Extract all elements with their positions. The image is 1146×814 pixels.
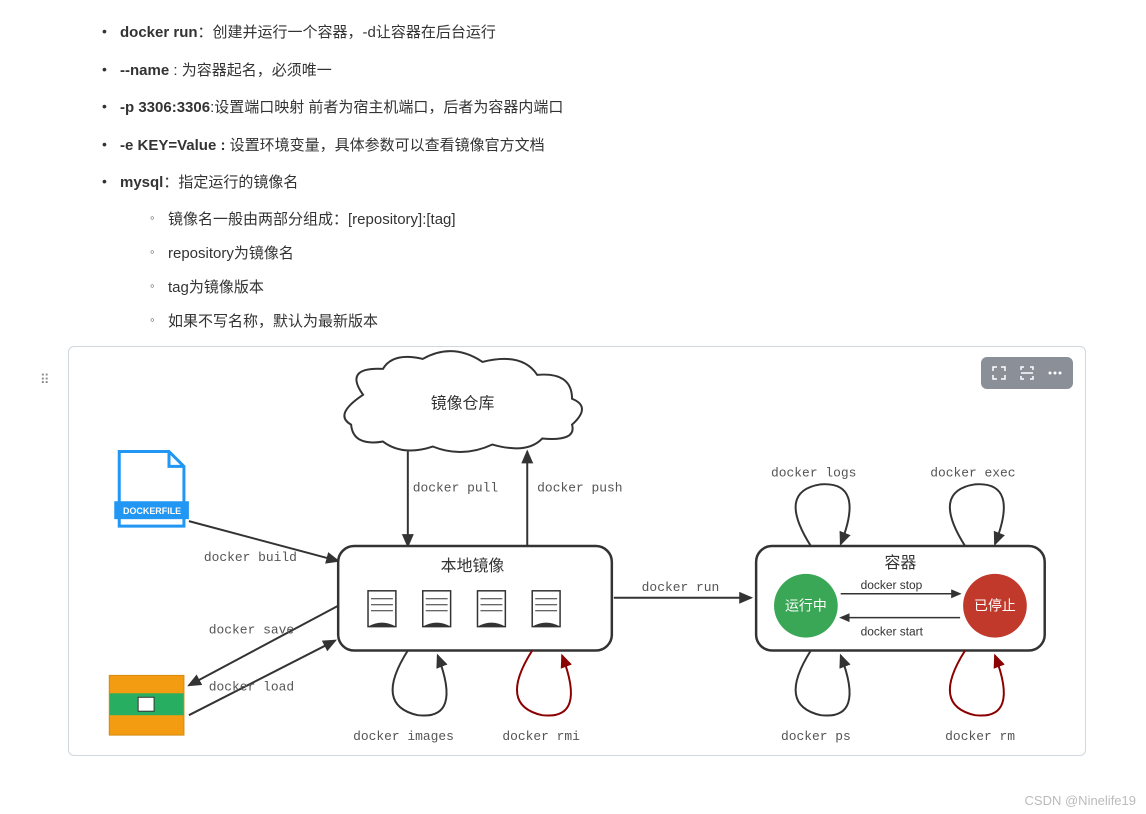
item-text: : 为容器起名，必须唯一 bbox=[169, 62, 332, 79]
list-item: -e KEY=Value : 设置环境变量，具体参数可以查看镜像官方文档 bbox=[100, 133, 1086, 159]
exec-loop bbox=[950, 484, 1004, 546]
logs-label: docker logs bbox=[771, 465, 856, 480]
pull-label: docker pull bbox=[413, 480, 499, 495]
save-arrow bbox=[189, 605, 338, 685]
run-label: docker run bbox=[642, 579, 720, 594]
more-icon[interactable] bbox=[1044, 362, 1066, 384]
item-text: 设置环境变量，具体参数可以查看镜像官方文档 bbox=[230, 137, 545, 154]
dockerfile-label: DOCKERFILE bbox=[123, 506, 181, 516]
start-label: docker start bbox=[861, 624, 924, 638]
save-label: docker save bbox=[209, 622, 294, 637]
bold-term: -e KEY=Value : bbox=[120, 137, 230, 154]
sub-item: repository为镜像名 bbox=[148, 242, 1086, 266]
local-images-node: 本地镜像 bbox=[338, 546, 612, 650]
ps-loop bbox=[796, 650, 850, 715]
diagram-toolbar bbox=[981, 357, 1073, 389]
stop-label: docker stop bbox=[861, 577, 923, 591]
rm-loop bbox=[950, 650, 1004, 715]
item-text: ：创建并运行一个容器，-d让容器在后台运行 bbox=[198, 24, 496, 41]
list-item: -p 3306:3306:设置端口映射 前者为宿主机端口，后者为容器内端口 bbox=[100, 95, 1086, 121]
container-node: 容器 运行中 已停止 docker stop docker start bbox=[756, 546, 1045, 650]
docker-diagram: 镜像仓库 docker pull docker push DOCKERFILE … bbox=[69, 347, 1085, 755]
item-text: :设置端口映射 前者为宿主机端口，后者为容器内端口 bbox=[210, 99, 563, 116]
rmi-label: docker rmi bbox=[502, 729, 580, 744]
main-list: docker run：创建并运行一个容器，-d让容器在后台运行 --name :… bbox=[100, 20, 1086, 334]
bold-term: mysql bbox=[120, 174, 163, 191]
watermark: CSDN @Ninelife19 bbox=[1025, 793, 1136, 808]
rmi-loop bbox=[517, 650, 571, 715]
bullet-content: docker run：创建并运行一个容器，-d让容器在后台运行 --name :… bbox=[0, 0, 1146, 334]
container-label: 容器 bbox=[885, 553, 917, 571]
bold-term: --name bbox=[120, 62, 169, 79]
images-loop bbox=[393, 650, 447, 715]
archive-icon bbox=[109, 675, 184, 735]
local-label: 本地镜像 bbox=[441, 555, 505, 574]
list-item: --name : 为容器起名，必须唯一 bbox=[100, 58, 1086, 84]
load-arrow bbox=[189, 640, 335, 715]
push-label: docker push bbox=[537, 480, 622, 495]
drag-handle-icon[interactable]: ⠿ bbox=[40, 372, 51, 388]
bold-term: -p 3306:3306 bbox=[120, 99, 210, 116]
images-label: docker images bbox=[353, 729, 454, 744]
build-label: docker build bbox=[204, 549, 297, 564]
sub-item: tag为镜像版本 bbox=[148, 276, 1086, 300]
scan-icon[interactable] bbox=[1016, 362, 1038, 384]
diagram-container: 镜像仓库 docker pull docker push DOCKERFILE … bbox=[68, 346, 1086, 756]
exec-label: docker exec bbox=[930, 465, 1015, 480]
fullscreen-icon[interactable] bbox=[988, 362, 1010, 384]
cloud-label: 镜像仓库 bbox=[431, 393, 495, 412]
ps-label: docker ps bbox=[781, 729, 851, 744]
running-label: 运行中 bbox=[785, 598, 827, 614]
item-text: ：指定运行的镜像名 bbox=[163, 174, 298, 191]
sub-list: 镜像名一般由两部分组成：[repository]:[tag] repositor… bbox=[148, 208, 1086, 334]
list-item: mysql：指定运行的镜像名 镜像名一般由两部分组成：[repository]:… bbox=[100, 170, 1086, 334]
cloud-node: 镜像仓库 bbox=[344, 351, 582, 452]
dockerfile-icon: DOCKERFILE bbox=[114, 451, 189, 526]
bold-term: docker run bbox=[120, 24, 198, 41]
stopped-label: 已停止 bbox=[974, 597, 1016, 614]
sub-item: 如果不写名称，默认为最新版本 bbox=[148, 310, 1086, 334]
rm-label: docker rm bbox=[945, 729, 1015, 744]
list-item: docker run：创建并运行一个容器，-d让容器在后台运行 bbox=[100, 20, 1086, 46]
logs-loop bbox=[796, 484, 850, 546]
sub-item: 镜像名一般由两部分组成：[repository]:[tag] bbox=[148, 208, 1086, 232]
load-label: docker load bbox=[209, 679, 294, 694]
